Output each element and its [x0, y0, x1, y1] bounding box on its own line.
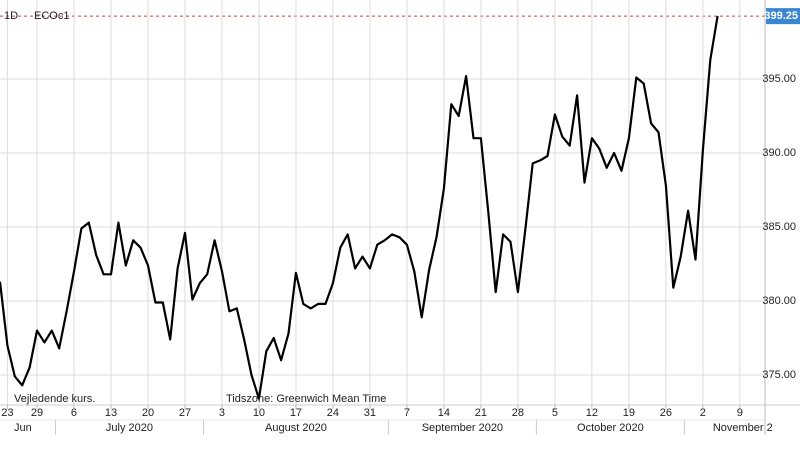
month-label: September 2020 [422, 422, 503, 434]
last-price-label: 399.25 [764, 10, 798, 22]
x-tick-label: 9 [737, 407, 743, 419]
x-tick-label: 17 [290, 407, 302, 419]
y-tick-label: 390.00 [762, 147, 796, 159]
x-tick-label: 2 [700, 407, 706, 419]
month-label: October 2020 [577, 422, 644, 434]
y-tick-label: 375.00 [762, 369, 796, 381]
x-tick-label: 28 [512, 407, 524, 419]
x-tick-label: 24 [327, 407, 339, 419]
x-tick-label: 13 [105, 407, 117, 419]
x-tick-label: 20 [142, 407, 154, 419]
x-tick-label: 6 [71, 407, 77, 419]
x-tick-label: 5 [552, 407, 558, 419]
last-price-badge [766, 8, 800, 25]
y-tick-label: 385.00 [762, 221, 796, 233]
interval-label: 1D [4, 10, 18, 22]
y-tick-label: 395.00 [762, 73, 796, 85]
x-tick-label: 29 [31, 407, 43, 419]
x-tick-label: 23 [1, 407, 13, 419]
x-tick-label: 7 [404, 407, 410, 419]
x-tick-label: 31 [364, 407, 376, 419]
x-tick-label: 26 [660, 407, 672, 419]
x-tick-label: 14 [438, 407, 450, 419]
price-line [0, 15, 719, 400]
x-tick-label: 3 [219, 407, 225, 419]
month-label: November 2 [713, 422, 773, 434]
month-label: Jun [14, 422, 32, 434]
x-tick-label: 27 [179, 407, 191, 419]
month-label: July 2020 [106, 422, 153, 434]
x-tick-label: 19 [623, 407, 635, 419]
month-label: August 2020 [265, 422, 327, 434]
x-tick-label: 21 [475, 407, 487, 419]
chart-title: ECOc1 [34, 10, 69, 22]
annotation: Vejledende kurs. [14, 393, 95, 405]
x-tick-label: 12 [586, 407, 598, 419]
y-tick-label: 380.00 [762, 295, 796, 307]
annotation: Tidszone: Greenwich Mean Time [226, 393, 386, 405]
x-tick-label: 10 [253, 407, 265, 419]
